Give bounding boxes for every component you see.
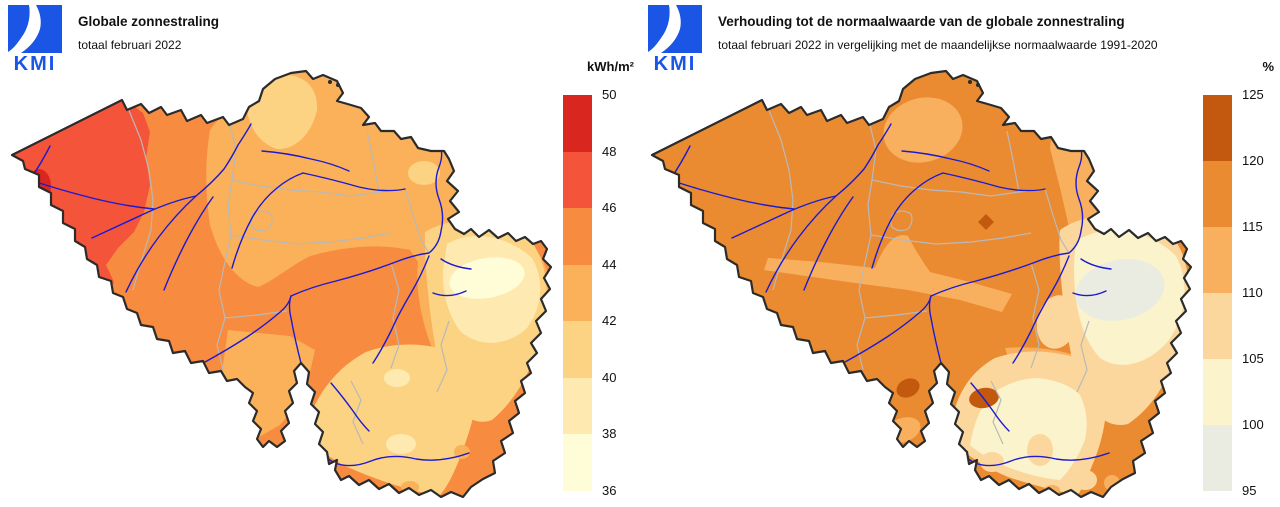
contour-region-38-40 bbox=[386, 434, 416, 454]
panel-global-radiation: KMI Globale zonnestraling totaal februar… bbox=[7, 4, 634, 499]
contour-region-42-44 bbox=[222, 330, 315, 442]
kmi-logo-text: KMI bbox=[14, 53, 57, 72]
contour-region-42-44 bbox=[454, 445, 470, 459]
contour-region-95-100 bbox=[1075, 259, 1165, 321]
colorbar-block bbox=[1203, 293, 1232, 359]
colorbar-tick-label: 40 bbox=[602, 369, 617, 385]
contour-region-120-125 bbox=[896, 378, 920, 398]
province-borders bbox=[767, 107, 1090, 445]
colorbar-tick-label: 115 bbox=[1242, 219, 1263, 234]
rivers bbox=[669, 123, 1112, 467]
colorbar-tick-label: 95 bbox=[1242, 483, 1257, 498]
kmi-logo: KMI bbox=[7, 4, 63, 75]
colorbar-block bbox=[563, 321, 592, 378]
baarle-enclave-dot bbox=[968, 80, 972, 84]
colorbar-tick-label: 100 bbox=[1242, 417, 1264, 432]
contour-region-110-115 bbox=[883, 97, 963, 163]
kmi-logo-text: KMI bbox=[654, 53, 697, 72]
kmi-logo: KMI bbox=[647, 4, 703, 75]
baarle-enclave-dot bbox=[976, 83, 980, 87]
rivers bbox=[29, 123, 472, 467]
colorbar bbox=[1203, 95, 1232, 491]
colorbar-tick-label: 44 bbox=[602, 256, 617, 272]
country-outline bbox=[650, 69, 1193, 499]
colorbar-tick-label: 50 bbox=[602, 87, 617, 102]
colorbar-unit-label: % bbox=[1262, 59, 1274, 74]
colorbar-block bbox=[1203, 95, 1232, 161]
contour-region-105-110 bbox=[1073, 470, 1097, 490]
colorbar-tick-label: 105 bbox=[1242, 351, 1264, 366]
colorbar-tick-label: 38 bbox=[602, 426, 617, 442]
province-borders bbox=[127, 107, 450, 445]
colorbar bbox=[563, 95, 592, 491]
panel-title: Verhouding tot de normaalwaarde van de g… bbox=[718, 14, 1125, 29]
contour-region-105-110 bbox=[980, 452, 1004, 472]
contour-region-105-110 bbox=[1036, 295, 1078, 349]
colorbar-tick-label: 42 bbox=[602, 313, 617, 329]
colorbar-block bbox=[1203, 425, 1232, 491]
colorbar-tick-label: 125 bbox=[1242, 87, 1264, 102]
colorbar-tick-label: 120 bbox=[1242, 153, 1264, 168]
panel-subtitle: totaal februari 2022 bbox=[78, 38, 182, 52]
colorbar-block bbox=[1203, 161, 1232, 227]
panel-subtitle: totaal februari 2022 in vergelijking met… bbox=[718, 38, 1158, 52]
contour-region-46-48 bbox=[12, 100, 150, 294]
colorbar-block bbox=[1203, 359, 1232, 425]
kmi-logo-icon: KMI bbox=[648, 5, 702, 75]
colorbar-block bbox=[563, 377, 592, 435]
colorbar-tick-label: 110 bbox=[1242, 285, 1263, 300]
contour-region-38-40 bbox=[384, 369, 410, 387]
colorbar-block bbox=[1203, 227, 1232, 293]
colorbar-tick-label: 36 bbox=[602, 483, 617, 498]
colorbar-unit-label: kWh/m² bbox=[587, 59, 634, 74]
colorbar-tick-label: 46 bbox=[602, 200, 617, 216]
contour-region-40-42 bbox=[305, 344, 476, 496]
belgium-map-radiation bbox=[10, 69, 553, 499]
colorbar-tick-label: 48 bbox=[602, 143, 617, 159]
baarle-enclave-dot bbox=[328, 80, 332, 84]
colorbar-block bbox=[563, 208, 592, 265]
belgium-map-ratio bbox=[650, 69, 1193, 499]
baarle-enclave-dot bbox=[336, 83, 340, 87]
kmi-logo-icon: KMI bbox=[8, 5, 62, 75]
contour-region-105-110 bbox=[1027, 434, 1053, 466]
contour-region-40-42 bbox=[247, 75, 318, 150]
colorbar-block bbox=[563, 95, 592, 152]
panel-radiation-ratio: KMI Verhouding tot de normaalwaarde van … bbox=[640, 0, 1280, 507]
colorbar-block bbox=[563, 264, 592, 322]
panel-title: Globale zonnestraling bbox=[78, 14, 220, 29]
country-outline bbox=[10, 69, 553, 499]
contour-region-110-115 bbox=[764, 235, 1012, 312]
colorbar-block bbox=[563, 151, 592, 209]
contour-region-36-38 bbox=[449, 257, 525, 299]
contour-region-120-125 bbox=[978, 214, 994, 230]
contour-region-40-42 bbox=[408, 161, 440, 185]
colorbar-block bbox=[563, 434, 592, 491]
